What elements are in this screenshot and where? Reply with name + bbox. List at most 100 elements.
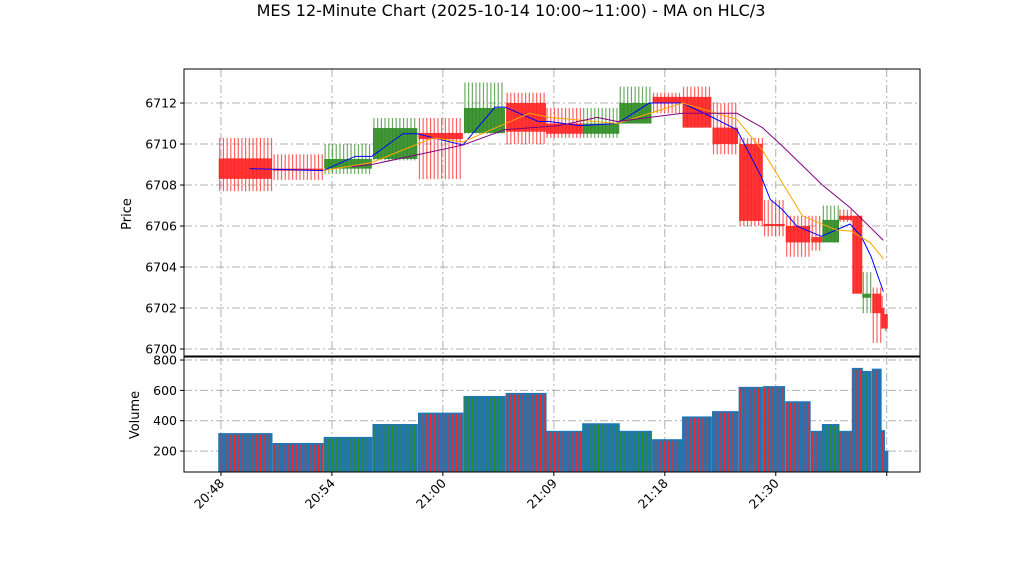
ma-line-1 — [249, 102, 884, 292]
price-axes-frame — [183, 68, 921, 357]
candle-body — [884, 314, 888, 329]
volume-bar-14 — [763, 386, 786, 473]
ma-line-2 — [322, 102, 884, 260]
volume-bar — [272, 442, 324, 473]
volume-bar — [372, 424, 418, 473]
volume-bar — [810, 430, 823, 473]
volume-bar — [463, 395, 506, 473]
candle-body — [822, 219, 839, 243]
candle-2 — [324, 144, 372, 174]
candle-body — [712, 127, 739, 145]
candle-body — [881, 308, 885, 329]
volume-bar-17 — [821, 424, 840, 473]
x-tick-label: 21:00 — [413, 475, 449, 511]
volume-tick-label: 600 — [153, 383, 177, 398]
candle-body — [463, 107, 506, 133]
candle-17 — [822, 205, 839, 243]
volume-bar-9 — [618, 430, 652, 473]
candle-body — [739, 144, 763, 221]
candle-body — [811, 237, 823, 243]
volume-bar-19 — [851, 367, 863, 473]
candle-22 — [881, 295, 885, 329]
candle-7 — [546, 107, 583, 138]
x-tick-label: 20:54 — [302, 475, 338, 511]
volume-bar-2 — [323, 436, 373, 473]
ma-line-3 — [351, 112, 884, 241]
volume-panel: 200 400 600 800 — [153, 353, 921, 476]
volume-axis-label: Volume — [128, 391, 143, 439]
volume-bar — [712, 411, 739, 473]
price-axis-label: Price — [120, 198, 135, 230]
volume-bar-18 — [838, 430, 853, 473]
volume-bar-0 — [218, 433, 273, 473]
volume-bar-3 — [372, 424, 418, 473]
price-tick-label: 6712 — [145, 96, 177, 111]
volume-bar — [323, 436, 373, 473]
candle-body — [785, 226, 811, 243]
volume-bar-16 — [810, 430, 823, 473]
candle-body — [872, 293, 882, 314]
volume-bar-11 — [682, 416, 712, 473]
x-tick-label: 21:30 — [746, 475, 782, 511]
volume-axes-frame — [183, 356, 921, 473]
candle-23 — [884, 314, 888, 331]
volume-bar-10 — [652, 439, 684, 473]
price-tick-label: 6708 — [145, 178, 177, 193]
candle-5 — [463, 82, 506, 134]
candle-body — [682, 96, 712, 128]
candle-body — [652, 96, 683, 104]
candle-21 — [872, 287, 882, 343]
candle-0 — [218, 137, 273, 192]
candle-body — [372, 128, 418, 159]
candle-8 — [582, 107, 620, 138]
candle-18 — [838, 209, 853, 222]
candle-11 — [682, 86, 712, 128]
volume-bar-23 — [883, 450, 889, 473]
candle-body — [763, 223, 785, 227]
candle-19 — [852, 215, 863, 294]
price-tick-label: 6710 — [145, 137, 177, 152]
candle-body — [418, 132, 463, 140]
x-tick-label: 21:18 — [635, 475, 671, 511]
candle-body — [852, 215, 863, 294]
candle-1 — [273, 154, 324, 180]
volume-tick-label: 400 — [153, 413, 177, 428]
volume-bar-6 — [505, 392, 547, 473]
candle-body — [324, 158, 372, 169]
chart-title: MES 12-Minute Chart (2025-10-14 10:00~11… — [257, 1, 766, 20]
candle-3 — [372, 117, 418, 161]
candle-body — [218, 158, 272, 179]
candle-13 — [739, 137, 763, 227]
volume-tick-label: 800 — [153, 353, 177, 368]
volume-bar — [763, 386, 786, 473]
price-tick-label: 6702 — [145, 301, 177, 316]
volume-tick-label: 200 — [153, 444, 177, 459]
volume-bar-5 — [463, 395, 506, 473]
candle-body — [546, 123, 583, 134]
volume-bar-21 — [871, 368, 882, 473]
price-tick-label: 6700 — [145, 342, 177, 357]
volume-bar-20 — [861, 370, 872, 473]
candle-body — [862, 293, 872, 298]
volume-bar-8 — [582, 423, 620, 473]
volume-bar-4 — [417, 412, 464, 473]
candle-12 — [712, 103, 739, 155]
candle-body — [582, 123, 620, 134]
volume-bar-12 — [712, 411, 739, 473]
volume-bar — [838, 430, 853, 473]
candle-body — [838, 215, 853, 220]
volume-bar-1 — [272, 442, 324, 473]
volume-bar-13 — [738, 386, 763, 473]
x-tick-label: 21:09 — [524, 475, 560, 511]
price-tick-label: 6706 — [145, 219, 177, 234]
volume-bar-15 — [785, 401, 811, 473]
candle-4 — [418, 117, 463, 180]
price-panel: 6700 6702 6704 6706 6708 6710 6712 — [145, 68, 921, 357]
volume-bar-7 — [545, 430, 584, 473]
candle-6 — [506, 92, 547, 145]
candle-14 — [763, 199, 785, 237]
x-tick-label: 20:48 — [191, 475, 227, 511]
candle-20 — [862, 272, 872, 314]
candle-15 — [785, 215, 811, 257]
